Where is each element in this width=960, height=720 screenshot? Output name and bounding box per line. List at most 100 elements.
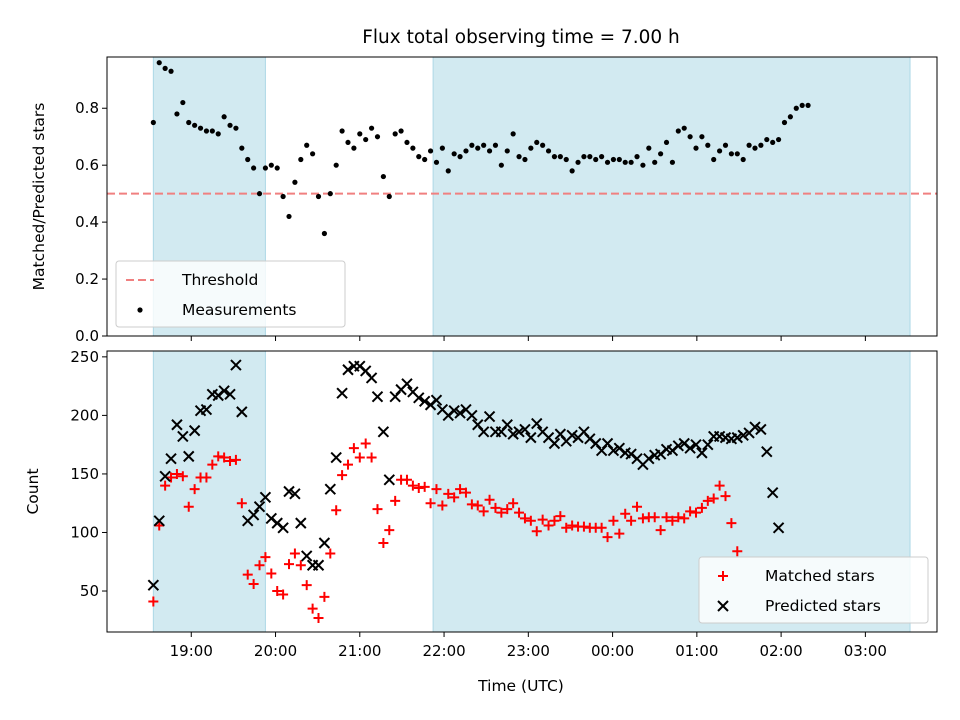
measurement-point	[658, 151, 664, 157]
legend-predicted-swatch	[717, 600, 729, 612]
predicted-star-point	[165, 453, 177, 465]
matched-star-point	[714, 480, 725, 491]
matched-star-point	[289, 548, 300, 559]
measurement-point	[616, 156, 622, 163]
predicted-star-point	[295, 517, 307, 529]
matched-star-point	[189, 484, 200, 495]
measurement-point	[227, 122, 233, 128]
predicted-star-point	[247, 509, 260, 521]
measurement-point	[333, 162, 339, 168]
matched-star-point	[419, 481, 430, 492]
predicted-star-point	[731, 431, 744, 444]
x-tick-label: 03:00	[844, 642, 887, 660]
x-tick-label: 01:00	[675, 642, 718, 660]
predicted-star-point	[413, 392, 425, 404]
count-axes-frame	[106, 350, 938, 633]
measurement-point	[693, 145, 699, 151]
measurement-point	[180, 99, 186, 106]
matched-star-point	[307, 603, 318, 614]
measurement-point	[268, 162, 274, 168]
chart-title: Flux total observing time = 7.00 h	[362, 27, 680, 48]
matched-star-point	[691, 507, 702, 518]
predicted-star-point	[684, 442, 696, 454]
matched-star-point	[726, 518, 737, 529]
measurement-point	[245, 156, 251, 163]
measurement-point	[192, 122, 198, 128]
matched-star-point	[201, 472, 212, 483]
matched-star-point	[378, 538, 389, 549]
measurement-point	[604, 159, 611, 165]
predicted-star-point	[737, 429, 749, 442]
ratio-shaded-interval	[433, 57, 911, 336]
matched-star-point	[219, 452, 230, 463]
matched-star-point	[354, 452, 365, 463]
ratio-y-tick-label: 0.4	[75, 213, 99, 231]
predicted-star-point	[224, 388, 236, 401]
matched-star-point	[732, 546, 743, 557]
measurement-point	[557, 154, 563, 160]
matched-star-point	[266, 568, 277, 579]
predicted-star-point	[690, 438, 702, 451]
matched-star-point	[437, 500, 448, 511]
predicted-star-point	[477, 426, 490, 438]
predicted-star-point	[371, 390, 384, 403]
measurement-point	[286, 213, 292, 220]
count-y-tick-label: 250	[70, 348, 99, 366]
x-tick-label: 00:00	[591, 642, 634, 660]
measurement-point	[646, 145, 652, 151]
predicted-star-point	[696, 447, 708, 459]
matched-star-point	[508, 498, 519, 509]
matched-star-point	[720, 491, 731, 502]
predicted-star-point	[218, 385, 230, 397]
measurement-point	[239, 145, 245, 151]
matched-star-point	[614, 528, 625, 539]
measurement-point	[380, 173, 386, 180]
measurement-point	[469, 142, 475, 148]
matched-star-point	[525, 515, 536, 526]
matched-star-point	[401, 474, 412, 485]
measurement-point	[492, 142, 499, 148]
count-legend-box	[698, 556, 929, 624]
measurement-point	[339, 128, 345, 134]
measurement-point	[681, 125, 687, 131]
matched-star-point	[260, 552, 271, 563]
matched-star-point	[360, 438, 371, 449]
measurement-point	[262, 165, 269, 171]
matched-star-point	[567, 520, 578, 531]
measurement-point	[363, 136, 369, 143]
measurement-point	[640, 162, 646, 168]
ratio-panel: 0.0 0.2 0.4 0.6 0.8 Matched/Predicted stars Th…	[30, 56, 938, 345]
measurement-point	[481, 142, 487, 148]
matched-star-point	[596, 522, 607, 533]
measurement-point	[652, 159, 658, 165]
predicted-star-point	[525, 431, 537, 444]
matched-star-point	[413, 482, 424, 493]
predicted-star-point	[643, 453, 655, 465]
measurement-point	[770, 139, 776, 146]
predicted-star-point	[672, 440, 685, 452]
measurement-point	[451, 151, 457, 157]
matched-star-point	[301, 580, 312, 591]
matched-star-point	[225, 456, 236, 467]
predicted-star-point	[300, 550, 313, 562]
count-y-tick-label: 150	[70, 465, 99, 483]
measurement-point	[251, 165, 257, 171]
measurement-point	[799, 102, 805, 108]
measurement-point	[593, 156, 599, 163]
measurement-point	[716, 148, 723, 154]
measurement-point	[486, 148, 493, 154]
measurement-point	[734, 151, 740, 157]
measurement-point	[746, 142, 752, 148]
x-tick-label: 20:00	[254, 642, 297, 660]
matched-star-point	[472, 500, 483, 511]
measurement-point	[439, 145, 445, 151]
x-tick-label: 19:00	[170, 642, 213, 660]
predicted-star-point	[466, 409, 478, 422]
count-panel: 50 100 150 200 250 19:00 20:00 21:00 22:00 23:00 0…	[24, 348, 938, 660]
matched-star-point	[325, 548, 336, 559]
measurement-point	[398, 128, 404, 134]
matched-star-point	[207, 459, 218, 470]
legend-label-measurements: Measurements	[182, 301, 297, 319]
measurement-point	[209, 128, 215, 134]
measurement-point	[321, 230, 328, 237]
